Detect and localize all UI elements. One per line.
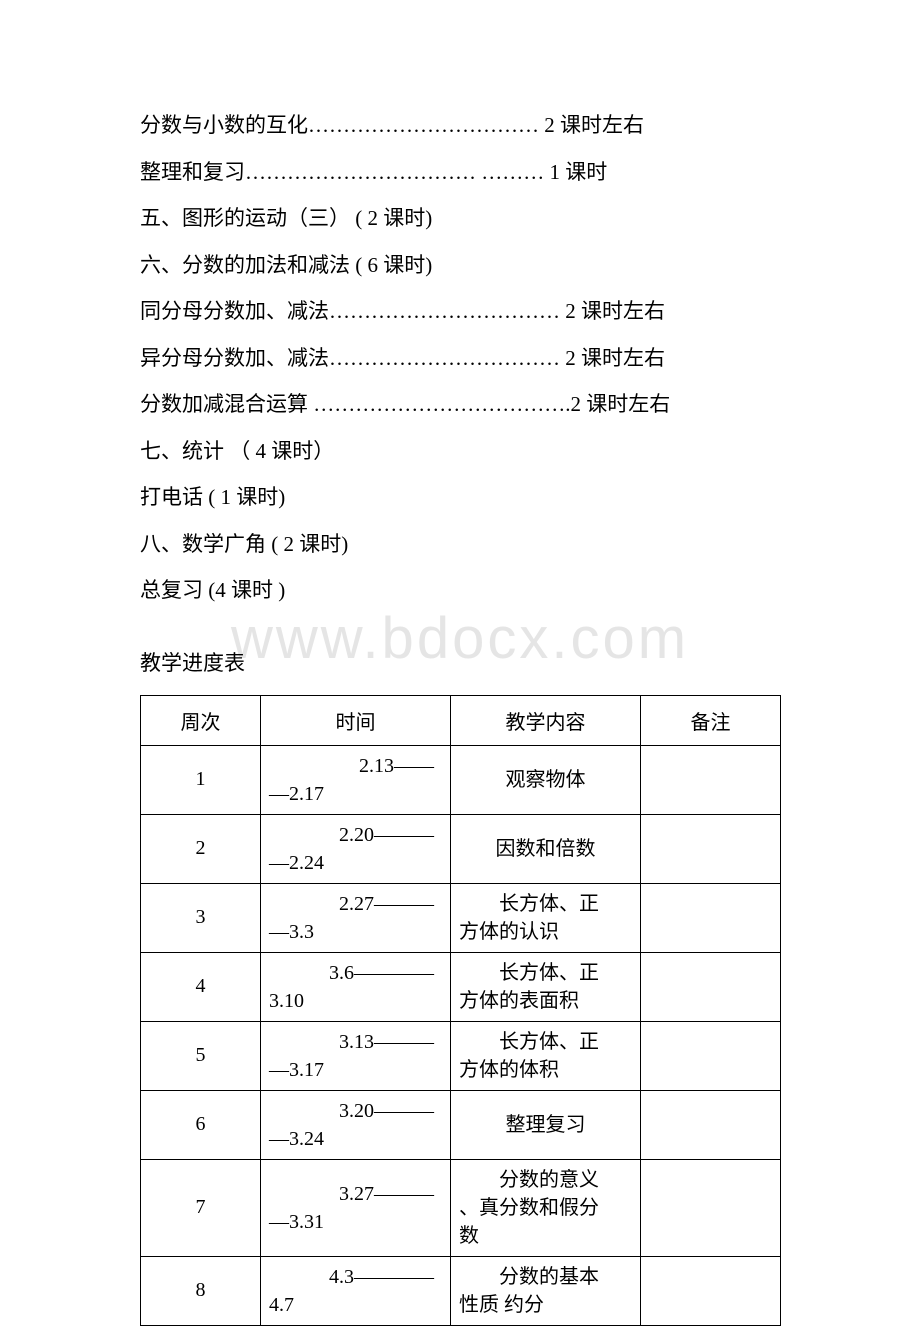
- content-cell: 长方体、正方体的表面积: [451, 952, 641, 1021]
- note-cell: [641, 1090, 781, 1159]
- note-cell: [641, 1159, 781, 1256]
- time-cell: 4.3————4.7: [261, 1256, 451, 1325]
- time-cell: 2.13———2.17: [261, 745, 451, 814]
- lesson-line: 分数加减混合运算 ……………………………….2 课时左右: [140, 389, 780, 421]
- table-title: 教学进度表: [140, 647, 780, 677]
- time-cell: 3.13————3.17: [261, 1021, 451, 1090]
- note-cell: [641, 883, 781, 952]
- table-row: 84.3————4.7分数的基本性质 约分: [141, 1256, 781, 1325]
- week-cell: 5: [141, 1021, 261, 1090]
- week-cell: 1: [141, 745, 261, 814]
- header-note: 备注: [641, 695, 781, 745]
- lesson-line: 异分母分数加、减法…………………………… 2 课时左右: [140, 343, 780, 375]
- lesson-line: 七、统计 （ 4 课时）: [140, 436, 780, 468]
- content-cell: 分数的基本性质 约分: [451, 1256, 641, 1325]
- content-cell: 整理复习: [451, 1090, 641, 1159]
- week-cell: 8: [141, 1256, 261, 1325]
- week-cell: 2: [141, 814, 261, 883]
- header-week: 周次: [141, 695, 261, 745]
- header-content: 教学内容: [451, 695, 641, 745]
- schedule-table: 周次 时间 教学内容 备注 12.13———2.17观察物体22.20————2…: [140, 695, 781, 1326]
- note-cell: [641, 814, 781, 883]
- week-cell: 3: [141, 883, 261, 952]
- note-cell: [641, 1021, 781, 1090]
- table-row: 22.20————2.24因数和倍数: [141, 814, 781, 883]
- content-cell: 长方体、正方体的认识: [451, 883, 641, 952]
- lesson-line: 六、分数的加法和减法 ( 6 课时): [140, 250, 780, 282]
- time-cell: 2.27————3.3: [261, 883, 451, 952]
- lesson-line: 打电话 ( 1 课时): [140, 482, 780, 514]
- document-content: 分数与小数的互化…………………………… 2 课时左右 整理和复习………………………: [140, 110, 780, 1326]
- table-row: 32.27————3.3长方体、正方体的认识: [141, 883, 781, 952]
- note-cell: [641, 1256, 781, 1325]
- week-cell: 4: [141, 952, 261, 1021]
- content-cell: 长方体、正方体的体积: [451, 1021, 641, 1090]
- note-cell: [641, 952, 781, 1021]
- time-cell: 3.20————3.24: [261, 1090, 451, 1159]
- table-row: 43.6————3.10长方体、正方体的表面积: [141, 952, 781, 1021]
- table-row: 12.13———2.17观察物体: [141, 745, 781, 814]
- lesson-line: 总复习 (4 课时 ): [140, 575, 780, 607]
- content-cell: 观察物体: [451, 745, 641, 814]
- week-cell: 6: [141, 1090, 261, 1159]
- lesson-line: 五、图形的运动（三） ( 2 课时): [140, 203, 780, 235]
- time-cell: 3.6————3.10: [261, 952, 451, 1021]
- note-cell: [641, 745, 781, 814]
- table-row: 73.27————3.31分数的意义、真分数和假分数: [141, 1159, 781, 1256]
- content-cell: 因数和倍数: [451, 814, 641, 883]
- table-header-row: 周次 时间 教学内容 备注: [141, 695, 781, 745]
- time-cell: 2.20————2.24: [261, 814, 451, 883]
- content-cell: 分数的意义、真分数和假分数: [451, 1159, 641, 1256]
- lesson-line: 同分母分数加、减法…………………………… 2 课时左右: [140, 296, 780, 328]
- table-row: 53.13————3.17长方体、正方体的体积: [141, 1021, 781, 1090]
- lesson-line: 整理和复习…………………………… ……… 1 课时: [140, 157, 780, 189]
- lesson-line: 分数与小数的互化…………………………… 2 课时左右: [140, 110, 780, 142]
- header-time: 时间: [261, 695, 451, 745]
- table-row: 63.20————3.24整理复习: [141, 1090, 781, 1159]
- week-cell: 7: [141, 1159, 261, 1256]
- lesson-line: 八、数学广角 ( 2 课时): [140, 529, 780, 561]
- time-cell: 3.27————3.31: [261, 1159, 451, 1256]
